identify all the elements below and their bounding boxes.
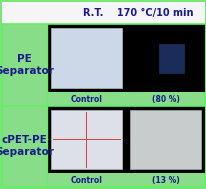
- Text: (13 %): (13 %): [151, 176, 179, 185]
- FancyBboxPatch shape: [2, 2, 204, 187]
- Bar: [129, 109, 200, 169]
- Text: (80 %): (80 %): [151, 95, 179, 104]
- Bar: [158, 44, 184, 73]
- Text: PE
Separator: PE Separator: [0, 54, 54, 76]
- Text: Control: Control: [70, 176, 102, 185]
- Bar: [51, 28, 121, 88]
- Text: Control: Control: [70, 95, 102, 104]
- Bar: [51, 109, 121, 169]
- Bar: [47, 105, 204, 173]
- Bar: [47, 24, 204, 91]
- Text: R.T.    170 °C/10 min: R.T. 170 °C/10 min: [83, 8, 193, 18]
- Bar: [2, 2, 204, 24]
- Text: cPET-PE
Separator: cPET-PE Separator: [0, 136, 54, 157]
